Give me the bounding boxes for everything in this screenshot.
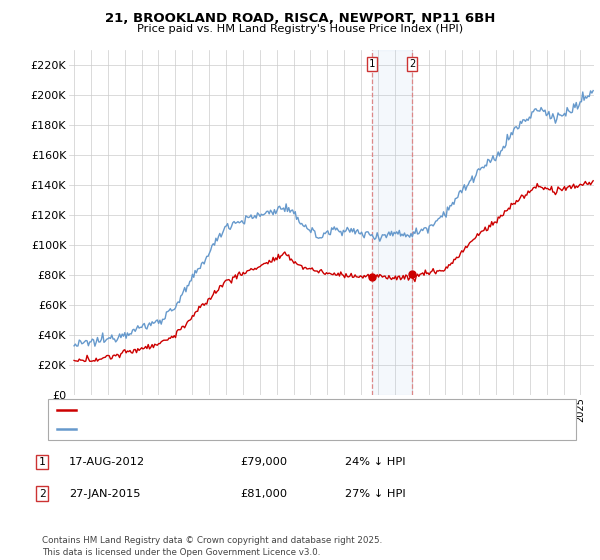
Text: £81,000: £81,000 [240,489,287,499]
Text: Price paid vs. HM Land Registry's House Price Index (HPI): Price paid vs. HM Land Registry's House … [137,24,463,34]
Text: 27% ↓ HPI: 27% ↓ HPI [345,489,406,499]
Text: £79,000: £79,000 [240,457,287,467]
Text: 2: 2 [38,489,46,499]
Text: 17-AUG-2012: 17-AUG-2012 [69,457,145,467]
Text: 1: 1 [368,59,375,69]
Text: 2: 2 [409,59,416,69]
Text: 24% ↓ HPI: 24% ↓ HPI [345,457,406,467]
Bar [371,50,412,395]
Text: HPI: Average price, semi-detached house, Caerphilly: HPI: Average price, semi-detached house,… [82,424,344,433]
Text: 21, BROOKLAND ROAD, RISCA, NEWPORT, NP11 6BH: 21, BROOKLAND ROAD, RISCA, NEWPORT, NP11… [105,12,495,25]
Text: Contains HM Land Registry data © Crown copyright and database right 2025.
This d: Contains HM Land Registry data © Crown c… [42,536,382,557]
Text: 21, BROOKLAND ROAD, RISCA, NEWPORT, NP11 6BH (semi-detached house): 21, BROOKLAND ROAD, RISCA, NEWPORT, NP11… [82,405,464,415]
Text: 27-JAN-2015: 27-JAN-2015 [69,489,140,499]
Text: 1: 1 [38,457,46,467]
